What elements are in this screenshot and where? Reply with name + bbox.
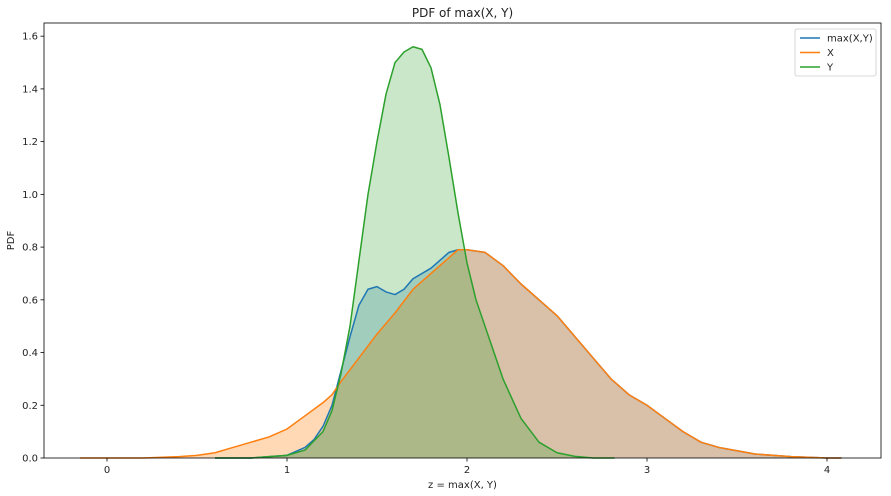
legend: max(X,Y) XY (794, 28, 877, 77)
legend-label-1: X (827, 48, 834, 59)
series-line-1 (80, 248, 842, 459)
series-line-2 (215, 45, 615, 459)
plot-area-frame (43, 22, 882, 459)
series-area-2 (215, 46, 615, 458)
y-axis-label: PDF (6, 231, 17, 251)
y-tick-label: 1.4 (22, 84, 38, 95)
x-tick-label: 3 (644, 465, 650, 476)
legend-label-2: Y (826, 63, 834, 74)
legend-box (794, 28, 877, 77)
y-tick-label: 0.4 (22, 348, 38, 359)
y-tick-label: 0.2 (22, 401, 38, 412)
x-tick-label: 4 (824, 465, 830, 476)
x-axis-ticks: 0 1 2 3 4 (104, 458, 830, 476)
series-area-0 (215, 249, 842, 458)
y-tick-label: 1.0 (22, 190, 38, 201)
series-fills (80, 46, 842, 458)
x-axis-label: z = max(X, Y) (428, 480, 497, 491)
y-tick-label: 1.6 (22, 32, 38, 43)
x-tick-label: 1 (284, 465, 290, 476)
x-tick-label: 0 (104, 465, 110, 476)
y-axis-ticks: 0.0 0.2 0.4 0.6 0.8 1.0 1.2 1.4 1.6 (22, 32, 44, 465)
series-lines (80, 45, 842, 459)
y-tick-label: 0.0 (22, 454, 38, 465)
y-tick-label: 1.2 (22, 137, 38, 148)
y-tick-label: 0.6 (22, 295, 38, 306)
chart-title: PDF of max(X, Y) (412, 6, 513, 20)
legend-label-0: max(X,Y) (827, 34, 873, 45)
x-tick-label: 2 (464, 465, 470, 476)
y-tick-label: 0.8 (22, 243, 38, 254)
series-area-1 (80, 249, 842, 458)
